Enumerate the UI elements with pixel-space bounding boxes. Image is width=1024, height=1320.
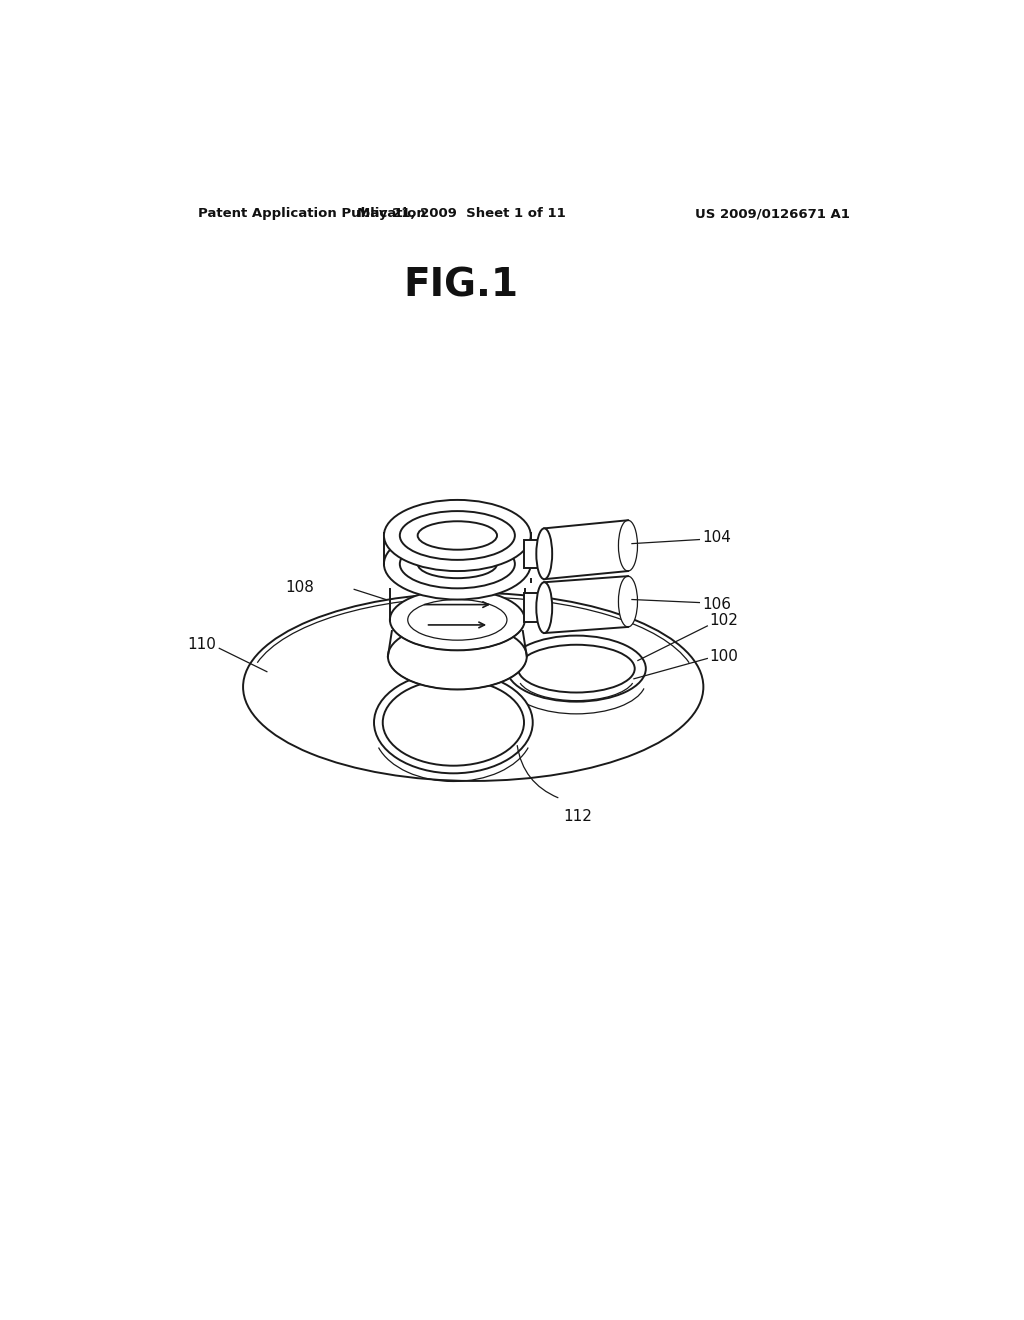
Text: Patent Application Publication: Patent Application Publication <box>198 207 426 220</box>
Text: FIG.1: FIG.1 <box>403 267 519 305</box>
Ellipse shape <box>384 500 530 572</box>
FancyBboxPatch shape <box>524 594 542 622</box>
Ellipse shape <box>384 528 530 599</box>
Ellipse shape <box>518 644 635 693</box>
Ellipse shape <box>390 589 524 651</box>
Text: May 21, 2009  Sheet 1 of 11: May 21, 2009 Sheet 1 of 11 <box>357 207 565 220</box>
Ellipse shape <box>537 582 552 634</box>
Text: 102: 102 <box>710 614 738 628</box>
Ellipse shape <box>399 540 515 589</box>
Ellipse shape <box>537 528 552 579</box>
Text: 100: 100 <box>710 649 738 664</box>
Ellipse shape <box>388 623 526 689</box>
Ellipse shape <box>420 610 495 647</box>
Ellipse shape <box>618 520 638 572</box>
Ellipse shape <box>374 672 532 774</box>
Ellipse shape <box>418 549 497 578</box>
Text: 106: 106 <box>702 597 731 612</box>
Text: US 2009/0126671 A1: US 2009/0126671 A1 <box>695 207 850 220</box>
Ellipse shape <box>423 558 493 590</box>
Ellipse shape <box>408 599 507 640</box>
Text: 108: 108 <box>286 579 314 595</box>
Text: 110: 110 <box>187 636 216 652</box>
Ellipse shape <box>507 636 646 702</box>
Ellipse shape <box>243 593 703 781</box>
Ellipse shape <box>618 576 638 627</box>
Text: 104: 104 <box>702 531 731 545</box>
FancyBboxPatch shape <box>524 540 542 568</box>
Text: 112: 112 <box>563 809 592 824</box>
Ellipse shape <box>383 680 524 766</box>
Ellipse shape <box>418 521 497 549</box>
Ellipse shape <box>399 511 515 560</box>
